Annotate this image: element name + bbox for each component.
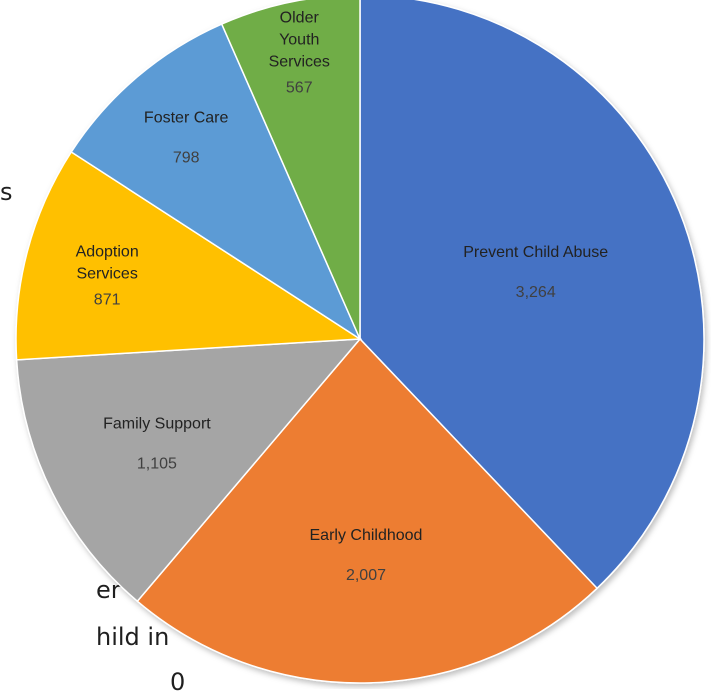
slice-category-label: Youth	[279, 31, 319, 48]
slice-value-label: 2,007	[346, 567, 386, 584]
slice-label-adoption-services: Adoption Services 871	[76, 244, 139, 309]
slice-label-family-support: Family Support 1,105	[103, 416, 211, 473]
slice-category-label: Early Childhood	[310, 527, 423, 544]
slice-label-prevent-child-abuse: Prevent Child Abuse 3,264	[463, 244, 608, 301]
slice-value-label: 798	[173, 150, 200, 167]
slice-category-label: Family Support	[103, 416, 211, 433]
slice-category-label: Services	[269, 53, 330, 70]
background-text-fragment-3: hild in	[96, 623, 170, 651]
pie-slice-adoption-services	[15, 150, 363, 361]
background-text-fragment-1: s	[0, 178, 13, 206]
pie-slice-older-youth-services	[220, 0, 361, 340]
slice-label-early-childhood: Early Childhood 2,007	[310, 527, 423, 584]
pie-slice-family-support	[15, 338, 362, 603]
slice-value-label: 3,264	[516, 284, 556, 301]
slice-label-foster-care: Foster Care 798	[144, 110, 229, 167]
slice-value-label: 1,105	[137, 456, 177, 473]
slice-category-label: Older	[280, 9, 320, 26]
background-text-fragment-4: 0	[170, 668, 186, 696]
slice-category-label: Foster Care	[144, 110, 229, 127]
slice-value-label: 871	[94, 292, 121, 309]
pie-slice-foster-care	[70, 23, 362, 341]
slice-category-label: Services	[76, 266, 137, 283]
pie-slice-prevent-child-abuse	[359, 0, 705, 590]
slice-category-label: Prevent Child Abuse	[463, 244, 608, 261]
slice-value-label: 567	[286, 79, 313, 96]
pie-slice-early-childhood	[136, 337, 599, 684]
slice-category-label: Adoption	[76, 244, 139, 261]
slice-label-older-youth-services: Older Youth Services 567	[269, 9, 330, 96]
